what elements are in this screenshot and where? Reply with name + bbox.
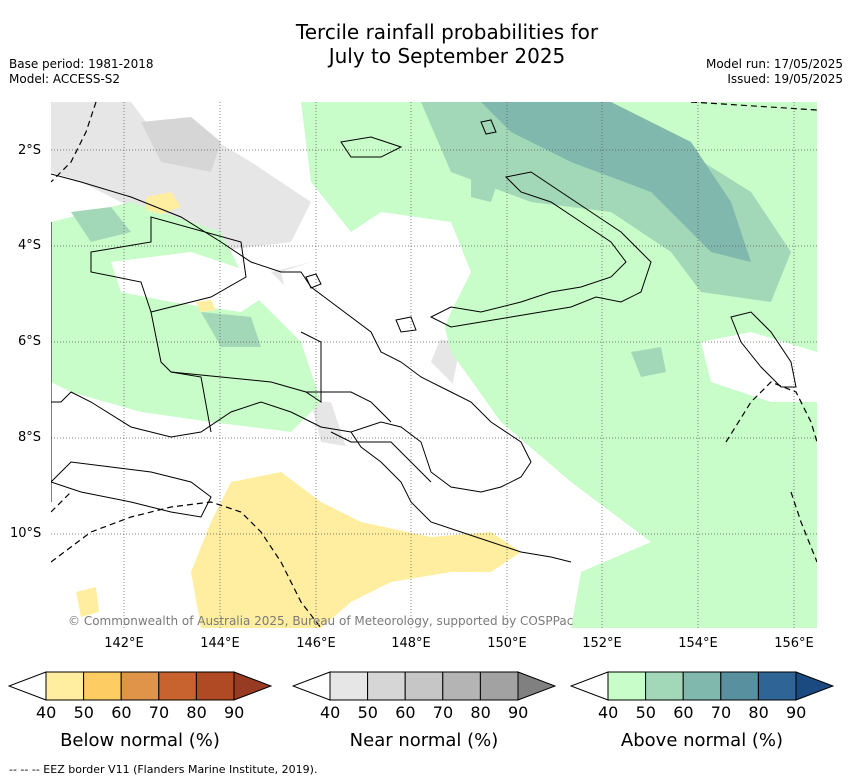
colorbar-segment (195, 671, 235, 701)
colorbar-max-extend (795, 671, 835, 701)
country-borders (51, 216, 432, 502)
meta-left: Base period: 1981-2018 Model: ACCESS-S2 (9, 57, 154, 87)
colorbar-tick-label: 90 (508, 703, 529, 722)
lon-label: 148°E (391, 636, 431, 651)
colorbar-tick-label: 60 (111, 703, 132, 722)
colorbar-title: Below normal (%) (60, 730, 220, 751)
colorbar-segment (645, 671, 684, 701)
title-line-2: July to September 2025 (328, 44, 566, 68)
lon-label: 146°E (296, 636, 336, 651)
colorbar-tick-label: 60 (673, 703, 694, 722)
colorbar-segment (158, 671, 197, 701)
model-run: Model run: 17/05/2025 (705, 57, 843, 71)
base-period: Base period: 1981-2018 (9, 57, 154, 71)
colorbar-segment (720, 671, 759, 701)
colorbar-segment (682, 671, 722, 701)
colorbar-segment (83, 671, 122, 701)
colorbar-tick-label: 70 (710, 703, 732, 722)
colorbar-tick-label: 50 (357, 703, 378, 722)
colorbar-max-extend (517, 671, 557, 701)
lon-label: 150°E (487, 636, 527, 651)
colorbar-min-extend (291, 671, 331, 701)
lat-label: 10°S (10, 526, 42, 541)
colorbar-title: Near normal (%) (349, 730, 499, 751)
below-normal-areas (76, 192, 521, 628)
colorbar (7, 671, 273, 701)
colorbar-min-extend (569, 671, 609, 701)
model-name: Model: ACCESS-S2 (9, 72, 121, 86)
map-title: Tercile rainfall probabilities for July … (0, 20, 850, 68)
colorbar-min-extend (7, 671, 47, 701)
lon-label: 152°E (582, 636, 622, 651)
colorbar-tick-label: 40 (320, 703, 341, 722)
colorbar-segment (120, 671, 160, 701)
colorbar-tick-label: 40 (36, 703, 57, 722)
issued-date: Issued: 19/05/2025 (727, 72, 843, 86)
colorbar-tick-label: 50 (635, 703, 656, 722)
lat-label: 2°S (18, 143, 42, 158)
lon-label: 156°E (774, 636, 814, 651)
lat-label: 8°S (18, 430, 42, 445)
eez-borders (51, 102, 817, 628)
colorbar-tick-label: 40 (598, 703, 619, 722)
coastlines (51, 119, 797, 563)
colorbar-segment (757, 671, 797, 701)
lat-label: 4°S (18, 238, 42, 253)
meta-right: Model run: 17/05/2025 Issued: 19/05/2025 (706, 57, 843, 87)
colorbar (291, 671, 557, 701)
colorbar-max-extend (233, 671, 273, 701)
lon-label: 144°E (200, 636, 240, 651)
copyright-notice: © Commonwealth of Australia 2025, Bureau… (68, 614, 574, 628)
colorbar (569, 671, 835, 701)
colorbar-segment (329, 671, 369, 701)
colorbar-tick-label: 80 (186, 703, 207, 722)
lat-label: 6°S (18, 334, 42, 349)
colorbar-tick-label: 60 (395, 703, 416, 722)
colorbar-tick-label: 70 (432, 703, 454, 722)
colorbar-tick-label: 80 (748, 703, 769, 722)
colorbar-segment (442, 671, 481, 701)
forecast-map (51, 102, 817, 628)
colorbar-tick-label: 70 (148, 703, 170, 722)
lon-label: 142°E (104, 636, 144, 651)
map-canvas (51, 102, 817, 628)
colorbar-segment (607, 671, 647, 701)
colorbar-tick-label: 80 (470, 703, 491, 722)
colorbar-segment (45, 671, 85, 701)
graticule (51, 102, 817, 628)
title-line-1: Tercile rainfall probabilities for (295, 20, 599, 44)
colorbar-segment (404, 671, 444, 701)
lon-label: 154°E (678, 636, 718, 651)
colorbar-title: Above normal (%) (620, 730, 784, 751)
eez-footnote: -- -- -- EEZ border V11 (Flanders Marine… (9, 763, 318, 776)
colorbar-segment (367, 671, 406, 701)
colorbar-tick-label: 90 (786, 703, 807, 722)
colorbar-tick-label: 50 (73, 703, 94, 722)
colorbar-tick-label: 90 (224, 703, 245, 722)
colorbar-segment (479, 671, 519, 701)
